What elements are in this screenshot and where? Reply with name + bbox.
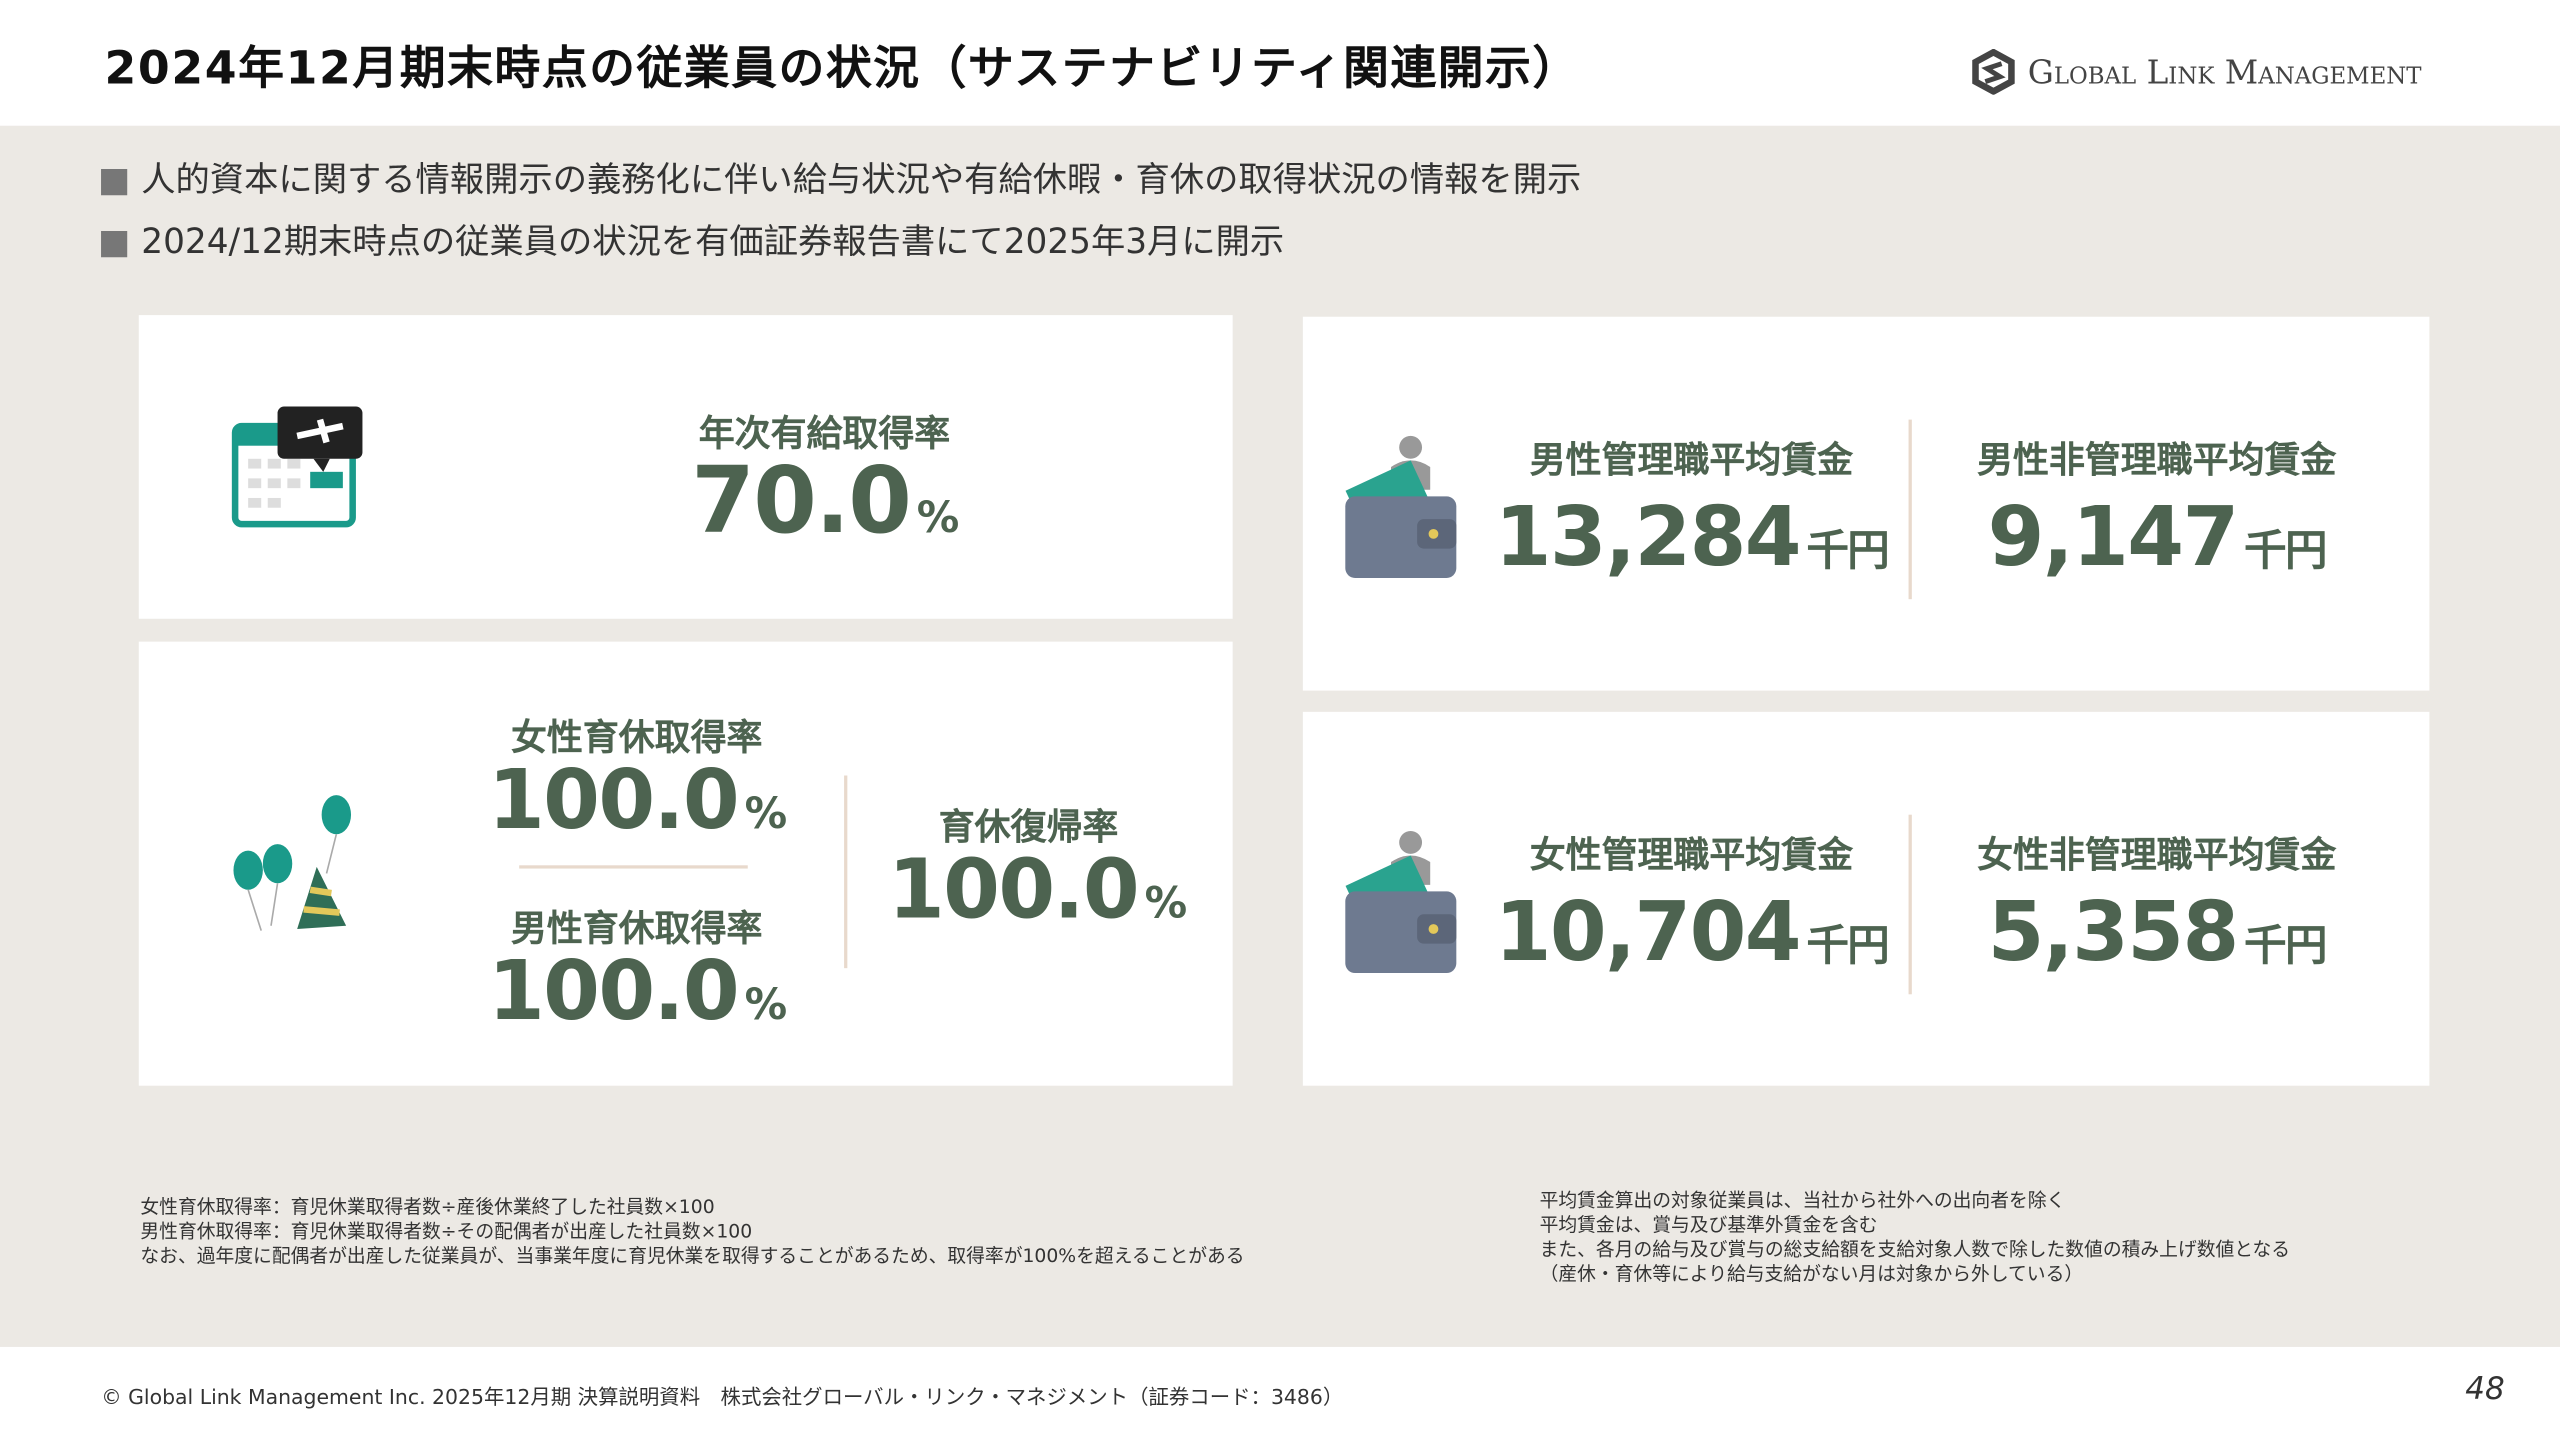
notes-right: 平均賃金算出の対象従業員は、当社から社外への出向者を除く 平均賃金は、賞与及び基準… (1540, 1189, 2290, 1287)
copyright: © Global Link Management Inc. 2025年12月期 … (101, 1384, 1344, 1409)
unit: % (744, 981, 788, 1031)
card-parental-leave: 女性育休取得率 100.0% 男性育休取得率 100.0% 育休復帰率 100.… (138, 641, 1233, 1086)
divider (844, 775, 848, 969)
value: 5,358 千円 (1915, 885, 2398, 980)
divider (519, 865, 748, 869)
logo-icon (1972, 48, 2015, 95)
bullet: ■ 2024/12期末時点の従業員の状況を有価証券報告書にて2025年3月に開示 (97, 222, 1285, 262)
label: 育休復帰率 (938, 808, 1119, 849)
note-line: 平均賃金は、賞与及び基準外賃金を含む (1539, 1213, 1878, 1236)
number: 100.0 (487, 943, 740, 1039)
page-number: 48 (2465, 1371, 2505, 1408)
number: 9,147 (1987, 489, 2240, 585)
note-line: また、各月の給与及び賞与の総支給額を支給対象人数で除した数値の積み上げ数値となる (1539, 1237, 2291, 1261)
number: 10,704 (1494, 884, 1802, 980)
footer (0, 1346, 2560, 1440)
unit: 千円 (2244, 527, 2327, 577)
wallet-icon (1339, 820, 1470, 990)
label: 男性育休取得率 (510, 909, 763, 951)
unit: 千円 (1806, 527, 1889, 577)
note-line: 平均賃金算出の対象従業員は、当社から社外への出向者を除く (1539, 1188, 2066, 1212)
header (0, 0, 2560, 126)
title: 2024年12月期末時点の従業員の状況（サステナビリティ関連開示） (104, 40, 1580, 95)
note-line: 女性育休取得率：育児休業取得者数÷産後休業終了した社員数×100 (140, 1195, 715, 1218)
wallet-icon (1339, 424, 1470, 594)
card-paid-leave: 年次有給取得率 70.0% (138, 315, 1233, 619)
number: 70.0 (691, 448, 912, 556)
calendar-icon (231, 406, 363, 528)
number: 100.0 (887, 842, 1140, 938)
unit: % (744, 790, 788, 840)
label: 女性管理職平均賃金 (1529, 835, 1854, 877)
logo-text: Global Link Management (2027, 52, 2422, 92)
bullet: ■ 人的資本に関する情報開示の義務化に伴い給与状況や有給休暇・育休の取得状況の情… (97, 159, 1582, 200)
value: 70.0% (580, 449, 1070, 555)
bullet-text: 2024/12期末時点の従業員の状況を有価証券報告書にて2025年3月に開示 (141, 222, 1285, 262)
value: 100.0% (449, 753, 825, 848)
label: 男性非管理職平均賃金 (1977, 440, 2337, 482)
divider (1908, 419, 1912, 600)
number: 13,284 (1494, 489, 1802, 585)
note-line: なお、過年度に配偶者が出産した従業員が、当事業年度に育児休業を取得することがある… (140, 1244, 1245, 1267)
divider (1908, 814, 1912, 995)
number: 100.0 (487, 752, 740, 848)
unit: % (916, 494, 960, 544)
bullet-text: 人的資本に関する情報開示の義務化に伴い給与状況や有給休暇・育休の取得状況の情報を… (141, 159, 1582, 200)
note-line: 男性育休取得率：育児休業取得者数÷その配偶者が出産した社員数×100 (140, 1219, 753, 1243)
label: 女性非管理職平均賃金 (1977, 835, 2337, 877)
balloon-icon (233, 795, 352, 931)
label: 女性育休取得率 (510, 718, 763, 760)
value: 9,147 千円 (1915, 490, 2398, 585)
label: 男性管理職平均賃金 (1529, 440, 1854, 482)
card-female-wage: 女性管理職平均賃金 10,704 千円 女性非管理職平均賃金 5,358 千円 (1302, 711, 2430, 1086)
notes-left: 女性育休取得率：育児休業取得者数÷産後休業終了した社員数×100 男性育休取得率：… (140, 1195, 1244, 1268)
unit: 千円 (1806, 922, 1889, 972)
label: 年次有給取得率 (698, 414, 951, 456)
unit: 千円 (2244, 922, 2327, 972)
value: 13,284 千円 (1450, 490, 1933, 585)
value: 100.0% (449, 944, 825, 1039)
unit: % (1144, 879, 1188, 929)
card-male-wage: 男性管理職平均賃金 13,284 千円 男性非管理職平均賃金 9,147 千円 (1302, 316, 2430, 691)
value: 10,704 千円 (1450, 885, 1933, 980)
value: 100.0% (841, 842, 1233, 937)
note-line: （産休・育休等により給与支給がない月は対象から外している） (1539, 1262, 2084, 1285)
number: 5,358 (1987, 884, 2240, 980)
